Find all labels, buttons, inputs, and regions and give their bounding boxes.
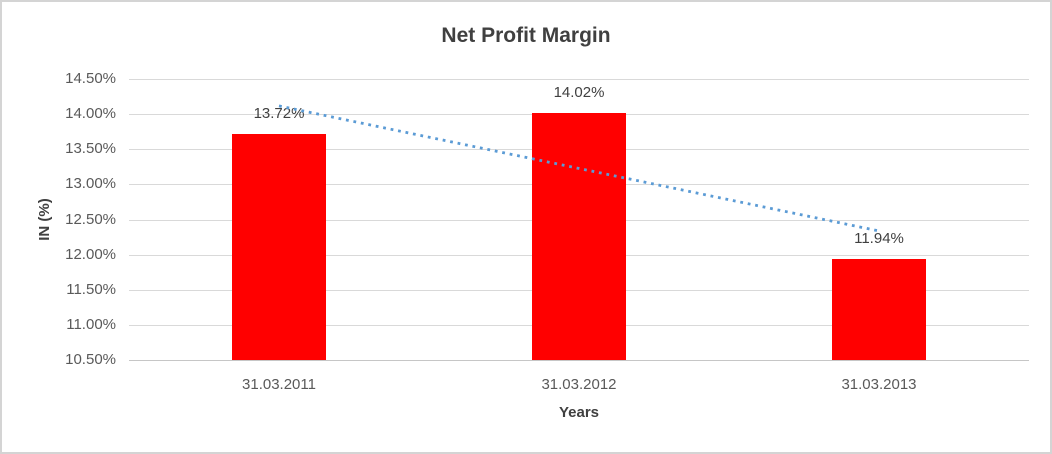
- bar: [232, 134, 326, 360]
- x-tick-label: 31.03.2012: [541, 376, 617, 393]
- y-tick-label: 12.50%: [65, 211, 116, 228]
- bar: [832, 259, 926, 360]
- y-tick-label: 14.00%: [65, 105, 116, 122]
- data-label: 14.02%: [553, 84, 605, 101]
- y-tick-label: 12.00%: [65, 246, 116, 263]
- y-tick-label: 11.50%: [66, 281, 116, 298]
- y-tick-label: 13.50%: [65, 140, 116, 157]
- x-tick-label: 31.03.2011: [242, 376, 316, 393]
- y-tick-label: 11.00%: [66, 316, 116, 333]
- chart-title: Net Profit Margin: [441, 24, 611, 47]
- y-tick-label: 14.50%: [65, 70, 116, 87]
- data-label: 13.72%: [253, 105, 305, 122]
- x-axis-line: [129, 360, 1029, 361]
- gridline: [129, 79, 1029, 80]
- x-tick-label: 31.03.2013: [841, 376, 917, 393]
- y-tick-label: 13.00%: [65, 175, 116, 192]
- bar: [532, 113, 626, 360]
- y-tick-label: 10.50%: [65, 351, 116, 368]
- data-label: 11.94%: [854, 230, 904, 247]
- x-axis-title: Years: [558, 404, 600, 421]
